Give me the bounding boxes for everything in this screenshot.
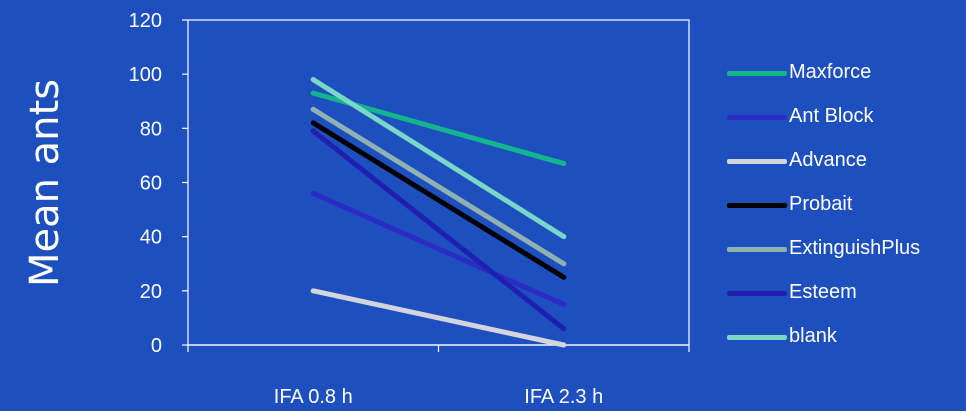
legend-item: Esteem (727, 272, 966, 316)
legend-swatch (727, 71, 787, 76)
y-tick-label: 60 (140, 173, 162, 195)
legend-swatch (727, 291, 787, 296)
legend-label: Maxforce (789, 61, 872, 83)
x-tick-label: IFA 0.8 h (274, 386, 353, 408)
data-point (561, 301, 567, 307)
legend-item: blank (727, 316, 966, 360)
legend: Maxforce Ant Block Advance Probait Extinguis… (727, 52, 966, 360)
y-tick-label: 80 (140, 118, 162, 140)
y-axis-title-container: Mean ants (0, 0, 90, 411)
data-point (310, 77, 316, 83)
data-point (561, 274, 567, 280)
legend-item: Advance (727, 140, 966, 184)
legend-swatch (727, 159, 787, 164)
legend-swatch (727, 247, 787, 252)
y-tick-label: 120 (129, 10, 162, 32)
data-point (310, 128, 316, 134)
data-point (561, 234, 567, 240)
y-tick-label: 20 (140, 281, 162, 303)
series-line-probait (310, 120, 567, 280)
legend-label: Probait (789, 193, 853, 215)
legend-label: Esteem (789, 281, 857, 303)
data-point (310, 106, 316, 112)
data-point (310, 90, 316, 96)
plot-area (187, 19, 690, 346)
data-point (561, 342, 567, 348)
legend-label: ExtinguishPlus (789, 237, 921, 259)
legend-label: Advance (789, 149, 867, 171)
legend-item: Probait (727, 184, 966, 228)
data-point (310, 288, 316, 294)
y-tick-label: 0 (151, 335, 162, 357)
data-point (310, 190, 316, 196)
legend-item: Ant Block (727, 96, 966, 140)
legend-label: Ant Block (789, 105, 874, 127)
legend-label: blank (789, 325, 837, 347)
data-point (561, 161, 567, 167)
series-line-extinguishplus (310, 106, 567, 267)
y-axis-title: Mean ants (22, 78, 68, 288)
series-line-blank (310, 77, 567, 240)
series-line-esteem (310, 128, 567, 332)
series-line-advance (310, 288, 567, 348)
legend-swatch (727, 115, 787, 120)
data-point (310, 120, 316, 126)
y-tick-label: 100 (129, 64, 162, 86)
y-tick-label: 40 (140, 227, 162, 249)
legend-swatch (727, 203, 787, 208)
legend-item: Maxforce (727, 52, 966, 96)
series-line-ant-block (310, 190, 567, 307)
x-tick-label: IFA 2.3 h (524, 386, 603, 408)
data-point (561, 261, 567, 267)
legend-swatch (727, 335, 787, 340)
data-point (561, 326, 567, 332)
legend-item: ExtinguishPlus (727, 228, 966, 272)
